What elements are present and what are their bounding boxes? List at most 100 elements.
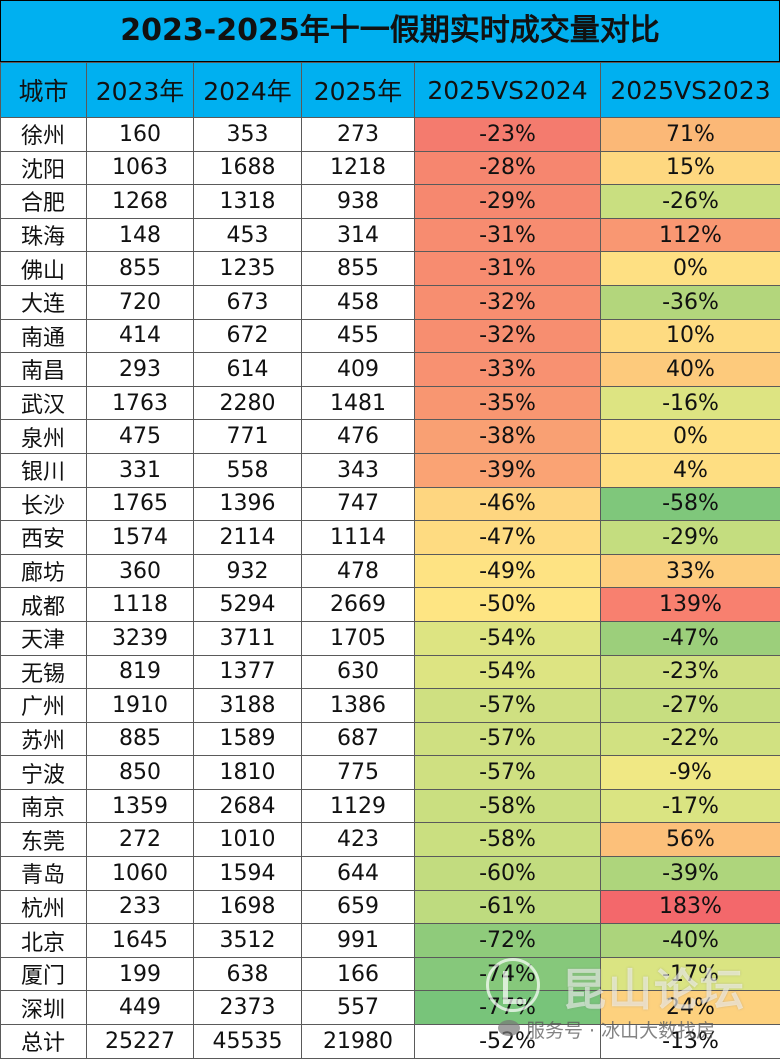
cell-2025: 991 [302, 924, 415, 958]
cell-2025: 314 [302, 218, 415, 252]
cell-vs2023: -27% [601, 689, 780, 723]
cell-city: 苏州 [1, 722, 87, 756]
cell-city: 成都 [1, 588, 87, 622]
cell-city: 银川 [1, 453, 87, 487]
cell-vs2024: -39% [415, 453, 601, 487]
header-vs2024: 2025VS2024 [415, 63, 601, 118]
comparison-table: 城市 2023年 2024年 2025年 2025VS2024 2025VS20… [0, 62, 780, 1059]
cell-2023: 293 [87, 353, 194, 387]
cell-city: 深圳 [1, 991, 87, 1025]
cell-city: 西安 [1, 521, 87, 555]
cell-vs2024: -54% [415, 621, 601, 655]
cell-vs2023: 40% [601, 353, 780, 387]
cell-vs2023: -22% [601, 722, 780, 756]
cell-2023: 449 [87, 991, 194, 1025]
cell-2024: 558 [194, 453, 302, 487]
cell-vs2024: -49% [415, 554, 601, 588]
cell-2025: 455 [302, 319, 415, 353]
cell-2025: 938 [302, 185, 415, 219]
cell-vs2024: -57% [415, 756, 601, 790]
cell-2025: 343 [302, 453, 415, 487]
cell-2025: 1705 [302, 621, 415, 655]
cell-2023: 885 [87, 722, 194, 756]
cell-vs2024: -61% [415, 890, 601, 924]
cell-2024: 2280 [194, 386, 302, 420]
cell-2025: 21980 [302, 1025, 415, 1059]
cell-vs2024: -57% [415, 689, 601, 723]
cell-vs2023: -17% [601, 957, 780, 991]
cell-vs2024: -50% [415, 588, 601, 622]
cell-2025: 423 [302, 823, 415, 857]
cell-vs2023: 15% [601, 151, 780, 185]
cell-2023: 414 [87, 319, 194, 353]
cell-2023: 1268 [87, 185, 194, 219]
cell-2023: 360 [87, 554, 194, 588]
cell-2024: 453 [194, 218, 302, 252]
cell-vs2023: -23% [601, 655, 780, 689]
cell-2024: 1589 [194, 722, 302, 756]
cell-2024: 1810 [194, 756, 302, 790]
cell-2023: 3239 [87, 621, 194, 655]
cell-vs2023: -29% [601, 521, 780, 555]
cell-2023: 233 [87, 890, 194, 924]
cell-vs2024: -31% [415, 218, 601, 252]
cell-vs2023: -40% [601, 924, 780, 958]
cell-2025: 458 [302, 285, 415, 319]
cell-2023: 1060 [87, 857, 194, 891]
cell-2024: 638 [194, 957, 302, 991]
header-2023: 2023年 [87, 63, 194, 118]
cell-2024: 932 [194, 554, 302, 588]
cell-vs2024: -32% [415, 319, 601, 353]
cell-city: 北京 [1, 924, 87, 958]
cell-vs2024: -60% [415, 857, 601, 891]
cell-2024: 1318 [194, 185, 302, 219]
cell-vs2024: -28% [415, 151, 601, 185]
cell-vs2023: 33% [601, 554, 780, 588]
cell-vs2024: -54% [415, 655, 601, 689]
cell-2025: 273 [302, 118, 415, 152]
cell-vs2023: 0% [601, 420, 780, 454]
cell-2025: 644 [302, 857, 415, 891]
cell-2024: 353 [194, 118, 302, 152]
cell-city: 徐州 [1, 118, 87, 152]
cell-2025: 1114 [302, 521, 415, 555]
cell-city: 廊坊 [1, 554, 87, 588]
cell-vs2024: -29% [415, 185, 601, 219]
cell-vs2024: -72% [415, 924, 601, 958]
cell-vs2024: -77% [415, 991, 601, 1025]
cell-vs2023: -17% [601, 789, 780, 823]
cell-2023: 1763 [87, 386, 194, 420]
cell-vs2024: -57% [415, 722, 601, 756]
cell-vs2024: -58% [415, 823, 601, 857]
cell-2023: 1118 [87, 588, 194, 622]
cell-city: 宁波 [1, 756, 87, 790]
cell-2025: 1129 [302, 789, 415, 823]
cell-vs2023: 24% [601, 991, 780, 1025]
cell-city: 天津 [1, 621, 87, 655]
cell-2025: 2669 [302, 588, 415, 622]
cell-city: 广州 [1, 689, 87, 723]
cell-city: 南昌 [1, 353, 87, 387]
cell-2023: 199 [87, 957, 194, 991]
cell-city: 大连 [1, 285, 87, 319]
cell-2024: 1396 [194, 487, 302, 521]
cell-2023: 475 [87, 420, 194, 454]
cell-2025: 409 [302, 353, 415, 387]
cell-vs2023: -26% [601, 185, 780, 219]
header-2025: 2025年 [302, 63, 415, 118]
cell-vs2024: -46% [415, 487, 601, 521]
cell-city: 无锡 [1, 655, 87, 689]
